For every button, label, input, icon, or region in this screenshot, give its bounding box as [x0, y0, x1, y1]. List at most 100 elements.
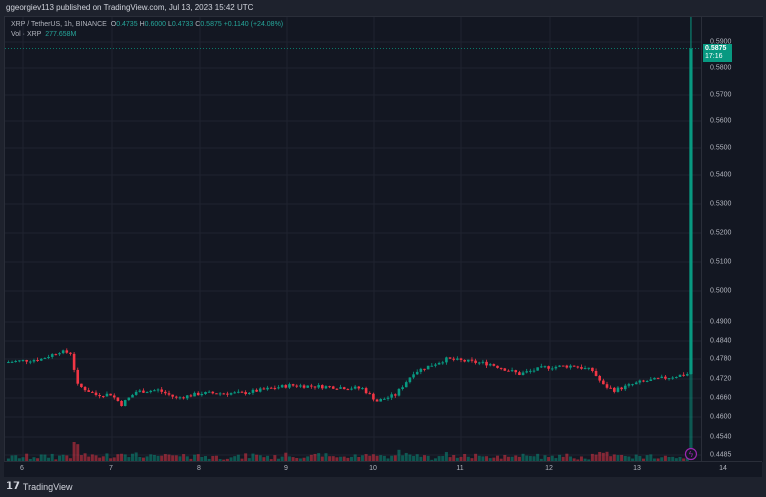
volume-bar [339, 456, 343, 462]
candle-body [353, 386, 357, 389]
candle-body [452, 358, 455, 360]
volume-bar [474, 453, 478, 462]
volume-bar [123, 454, 127, 462]
volume-bar [134, 452, 138, 462]
volume-bar [61, 454, 65, 462]
volume-bar [291, 457, 295, 462]
candle-body [477, 362, 481, 364]
volume-bar [616, 455, 620, 462]
candle-body [277, 387, 280, 389]
candle-body [47, 356, 50, 359]
candle-body [240, 391, 244, 393]
volume-bar [302, 457, 306, 462]
volume-bar [178, 456, 182, 462]
candle-body [167, 393, 171, 395]
volume-bar [587, 459, 591, 462]
time-axis[interactable]: 6 7 8 9 10 11 12 13 14 [4, 461, 762, 477]
candle-body [613, 387, 616, 392]
volume-bar [433, 458, 437, 462]
volume-bar [620, 454, 624, 462]
candle-body [686, 374, 689, 376]
volume-bar [258, 455, 262, 462]
volume-bar [360, 455, 364, 462]
candle-body [550, 368, 554, 370]
volume-bar [510, 456, 514, 462]
volume-bar [76, 444, 80, 462]
candle-body [244, 392, 247, 395]
volume-bar [214, 455, 218, 462]
candles-layer: ϟ [5, 17, 702, 462]
volume-bar [90, 454, 94, 462]
volume-bar [506, 456, 510, 462]
tradingview-logo[interactable]: 𝟭𝟳 TradingView [6, 481, 72, 492]
volume-legend: Vol · XRP 277.658M [11, 31, 76, 38]
candle-body [87, 390, 90, 392]
last-price-label: 0.5875 17:16 [703, 43, 732, 62]
volume-bar [324, 453, 328, 462]
candle-body [412, 374, 415, 378]
candle-body [80, 383, 83, 388]
candle-body [105, 393, 109, 397]
volume-bar [163, 454, 167, 462]
price-tick-label: 0.5500 [710, 144, 732, 152]
candle-body [660, 376, 664, 378]
volume-bar [579, 456, 583, 462]
symbol-label[interactable]: XRP / TetherUS, 1h, BINANCE [11, 21, 107, 28]
low-value: 0.4733 [171, 21, 194, 28]
candle-body [656, 377, 660, 379]
candle-body [671, 377, 674, 379]
close-label: C [195, 21, 201, 28]
candle-body [145, 392, 149, 394]
candle-body [372, 393, 375, 400]
volume-bar [393, 455, 397, 462]
volume-bar [68, 458, 72, 462]
candle-body [404, 382, 408, 388]
volume-bar [317, 453, 321, 462]
volume-bar [481, 456, 485, 462]
candle-body [321, 385, 324, 389]
candle-body [127, 397, 131, 401]
candle-body [445, 357, 448, 363]
volume-bar [576, 459, 580, 462]
price-tick-label: 0.5000 [710, 287, 732, 295]
candle-body [233, 392, 236, 394]
candle-body [112, 395, 116, 398]
volume-bar [572, 458, 576, 462]
candle-body [583, 368, 587, 370]
candle-body [492, 364, 496, 366]
volume-bar [280, 456, 284, 462]
volume-bar [496, 455, 499, 462]
volume-bar [371, 454, 375, 462]
price-tick-label: 0.4900 [710, 318, 732, 326]
price-axis[interactable]: 0.5900 0.5800 0.5700 0.5600 0.5500 0.5400 0.53… [701, 16, 763, 462]
candle-body [587, 367, 591, 369]
candle-body [616, 387, 620, 392]
volume-label[interactable]: Vol · XRP [11, 31, 42, 38]
candle-body [561, 365, 565, 367]
candle-body [21, 359, 25, 361]
volume-bar [652, 458, 656, 462]
candle-body [390, 394, 393, 398]
volume-bar [87, 456, 91, 462]
volume-bar [54, 459, 58, 462]
candle-body [664, 376, 667, 379]
volume-bar [419, 456, 423, 462]
volume-bar [277, 458, 280, 462]
price-tick-label: 0.4720 [710, 375, 732, 383]
candle-body [540, 366, 543, 368]
volume-bar [412, 455, 416, 462]
volume-bar [141, 457, 145, 462]
chart-pane[interactable]: ϟ XRP / TetherUS, 1h, BINANCE O0.4735 H0… [4, 16, 702, 462]
candle-body [415, 371, 419, 375]
close-value: 0.5875 [200, 21, 222, 28]
volume-bar [561, 456, 565, 462]
volume-bar [357, 457, 361, 462]
candle-body [675, 376, 678, 378]
publish-header: ggeorgiev113 published on TradingView.co… [0, 0, 766, 16]
candle-body [521, 372, 525, 376]
candle-body [456, 358, 459, 360]
volume-bar [127, 457, 131, 462]
price-tick-label: 0.5200 [710, 229, 732, 237]
volume-bar [645, 455, 649, 462]
volume-bar [36, 458, 40, 462]
